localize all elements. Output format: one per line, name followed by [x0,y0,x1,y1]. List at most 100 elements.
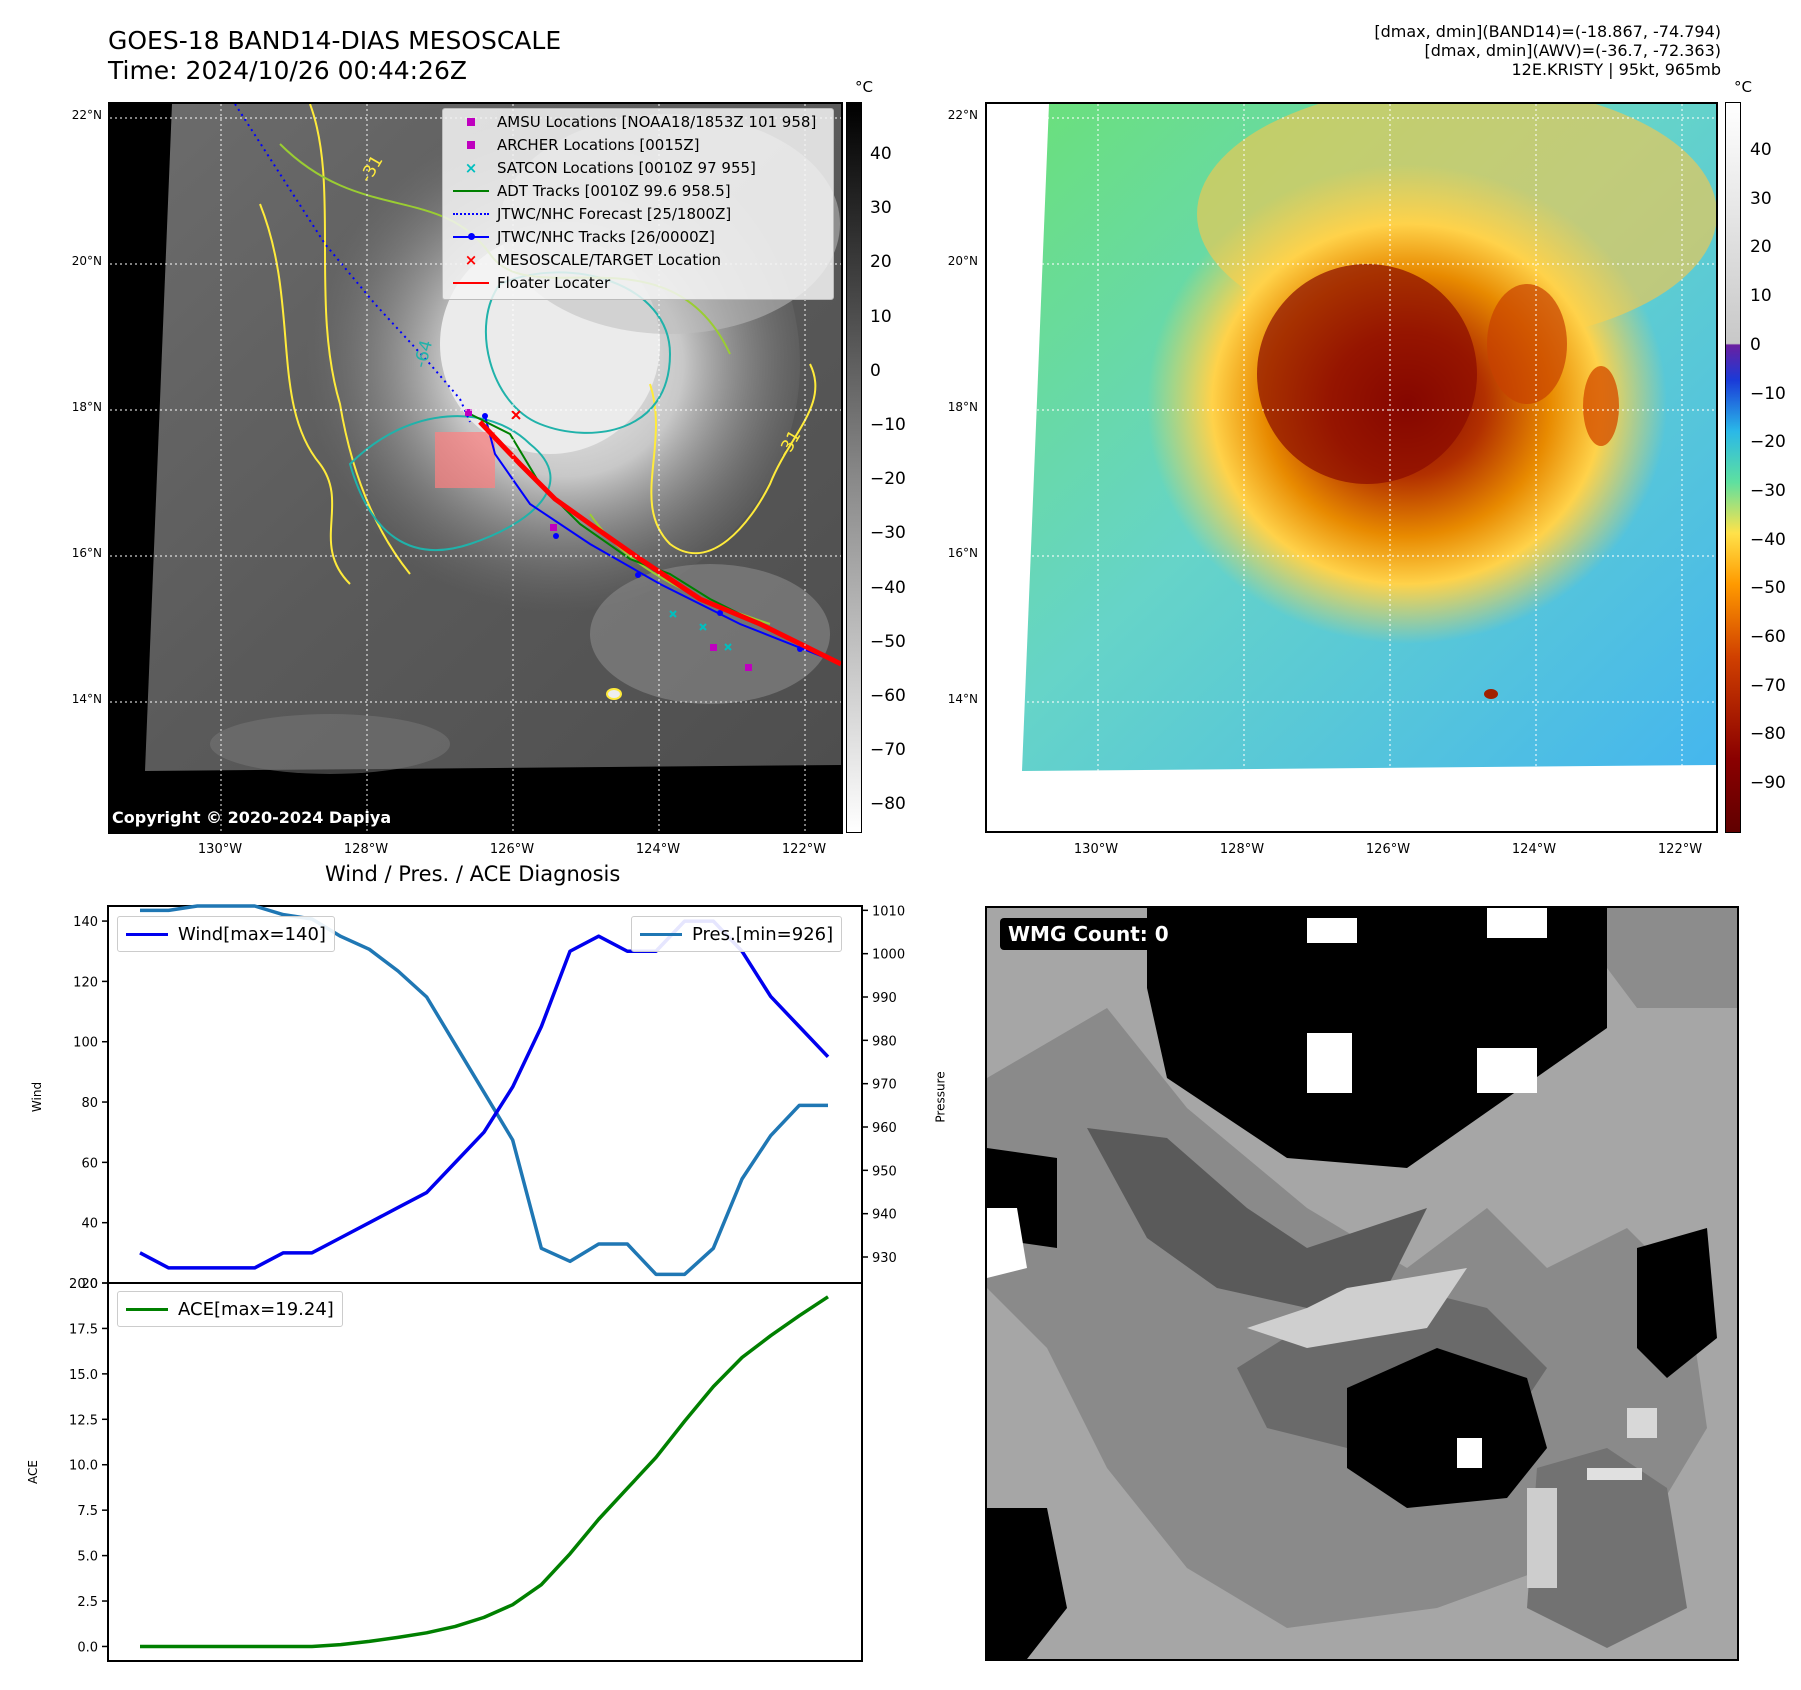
color-colorbar-tick-label: −80 [1750,724,1786,745]
lat-label: 16°N [947,546,978,560]
color-colorbar-tick-label: 40 [1750,140,1772,160]
lon-label: 124°W [635,842,681,857]
x-marker-icon: × [464,251,478,269]
square-marker-icon [451,111,491,133]
gray-colorbar-tick-label: 20 [870,252,892,273]
ace-tick-label: 15.0 [69,1368,98,1383]
pressure-tick-label: 970 [872,1078,897,1093]
ace-legend: ACE[max=19.24] [117,1291,343,1327]
lat-label: 18°N [71,400,102,414]
ace-tick-label: 0.0 [77,1640,98,1655]
color-colorbar-unit: °C [1734,78,1752,96]
lat-label: 22°N [947,108,978,122]
legend-amsu: AMSU Locations [NOAA18/1853Z 101 958] [451,111,816,133]
pressure-tick-label: 1000 [872,948,905,963]
pressure-tick-label: 940 [872,1208,897,1223]
color-colorbar-tick-label: −70 [1750,675,1786,696]
lat-label: 16°N [71,546,102,560]
pressure-tick-label: 980 [872,1034,897,1049]
x-marker-icon: × [464,159,478,177]
lat-label: 20°N [71,254,102,268]
ace-tick-label: 7.5 [77,1504,98,1519]
pressure-series-line [140,904,828,1277]
wind-tick-label: 100 [73,1036,98,1051]
color-colorbar-tick-label: −40 [1750,529,1786,550]
lon-label: 126°W [1365,842,1411,857]
lon-label: 130°W [197,842,243,857]
solid-line-icon [640,932,682,936]
pressure-tick-label: 1010 [872,904,905,919]
wind-tick-label: 120 [73,975,98,990]
title-line-2: Time: 2024/10/26 00:44:26Z [108,56,467,85]
bottom-chart-frame [107,1282,863,1662]
gray-colorbar-tick-label: 0 [870,360,881,381]
stats-storm: 12E.KRISTY | 95kt, 965mb [1511,60,1722,79]
legend-forecast: JTWC/NHC Forecast [25/1800Z] [451,203,731,225]
wind-tick-label: 80 [81,1096,98,1111]
solid-line-icon [126,932,168,936]
lon-label: 122°W [781,842,827,857]
title-line-1: GOES-18 BAND14-DIAS MESOSCALE [108,26,562,55]
gray-colorbar-tick-label: −10 [870,415,906,435]
ace-tick-label: 12.5 [69,1413,98,1428]
wind-legend: Wind[max=140] [117,916,335,952]
gray-colorbar-tick-label: −80 [870,794,906,815]
wind-tick-label: 40 [81,1217,98,1232]
wmg-count-badge: WMG Count: 0 [1000,918,1177,950]
stats-block: [dmax, dmin](BAND14)=(-18.867, -74.794) … [1374,22,1721,79]
top-chart-frame [107,905,863,1284]
pressure-tick-label: 930 [872,1251,897,1266]
lat-label: 14°N [947,692,978,706]
color-colorbar-tick-label: −30 [1750,480,1786,501]
gray-colorbar-unit: °C [855,78,873,96]
figure-title: GOES-18 BAND14-DIAS MESOSCALE Time: 2024… [108,26,561,86]
lon-label: 128°W [1219,842,1265,857]
wind-series-line [139,919,830,1270]
line-dot-icon [451,226,491,248]
ace-tick-label: 2.5 [77,1595,98,1610]
lat-label: 20°N [947,254,978,268]
dotted-line-icon [451,203,491,225]
chart-title: Wind / Pres. / ACE Diagnosis [325,862,621,886]
legend-floater: Floater Locater [451,272,610,294]
gray-colorbar-tick-label: −30 [870,523,906,544]
gray-colorbar-tick-label: 30 [870,198,892,219]
lon-label: 130°W [1073,842,1119,857]
ace-tick-label: 17.5 [69,1322,98,1337]
ace-series-line [140,1295,829,1649]
wmg-panel [985,906,1739,1661]
color-ir-map-panel [985,102,1718,833]
lat-label: 22°N [71,108,102,122]
legend-archer: ARCHER Locations [0015Z] [451,134,700,156]
map-legend: AMSU Locations [NOAA18/1853Z 101 958] AR… [442,108,834,300]
gray-colorbar-tick-label: 40 [870,144,892,164]
gray-colorbar-tick-label: −20 [870,469,906,490]
wind-tick-label: 60 [81,1156,98,1171]
ace-axis-label: ACE [25,1460,40,1484]
wmg-image [987,908,1737,1659]
ace-tick-label: 20.0 [69,1277,98,1292]
legend-jtwc: JTWC/NHC Tracks [26/0000Z] [451,226,715,248]
color-colorbar-tick-label: 10 [1750,286,1772,307]
color-colorbar-tick-label: −60 [1750,627,1786,647]
gray-colorbar-tick-label: −60 [870,686,906,706]
pressure-tick-label: 950 [872,1164,897,1179]
ace-tick-label: 5.0 [77,1550,98,1565]
lat-label: 14°N [71,692,102,706]
pressure-axis-label: Pressure [933,1071,948,1123]
color-ir-map-image [987,104,1716,831]
color-colorbar-tick-label: −20 [1750,432,1786,453]
legend-satcon: × SATCON Locations [0010Z 97 955] [451,157,756,179]
gray-colorbar-tick-label: −70 [870,740,906,761]
wind-tick-label: 140 [73,915,98,930]
ace-tick-label: 10.0 [69,1459,98,1474]
stats-band14: [dmax, dmin](BAND14)=(-18.867, -74.794) [1374,22,1721,41]
wind-tick-label: 20 [81,1277,98,1292]
solid-line-icon [126,1307,168,1311]
color-colorbar-tick-label: −90 [1750,773,1786,794]
copyright-text: Copyright © 2020-2024 Dapiya [112,808,392,827]
lon-label: 126°W [489,842,535,857]
pressure-tick-label: 960 [872,1121,897,1136]
color-colorbar-tick-label: −50 [1750,578,1786,599]
color-colorbar [1725,102,1741,833]
